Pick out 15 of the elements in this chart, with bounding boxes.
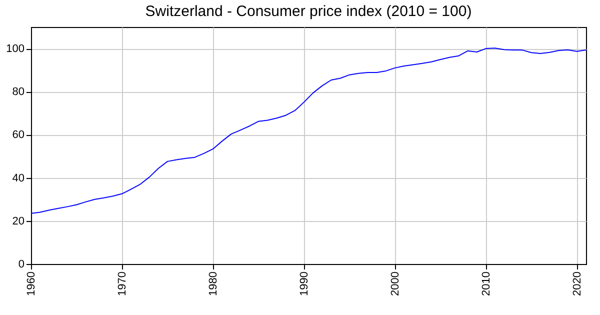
y-tick-label: 100 (6, 43, 24, 56)
y-tick-label: 0 (18, 258, 24, 270)
x-tick-label: 2020 (571, 272, 584, 296)
y-tick-label: 40 (12, 172, 24, 184)
x-tick-label: 2000 (389, 272, 402, 296)
line-series (31, 48, 586, 214)
y-tick-label: 60 (12, 129, 24, 142)
y-tick-label: 20 (12, 215, 24, 228)
y-tick-label: 80 (12, 86, 24, 98)
x-tick-label: 1970 (116, 272, 128, 296)
chart-title: Switzerland - Consumer price index (2010 = 100) (145, 3, 472, 20)
x-tick-label: 1960 (26, 272, 38, 296)
x-tick-label: 1990 (298, 272, 310, 296)
x-tick-label: 2010 (480, 272, 492, 296)
x-tick-label: 1980 (207, 272, 220, 296)
